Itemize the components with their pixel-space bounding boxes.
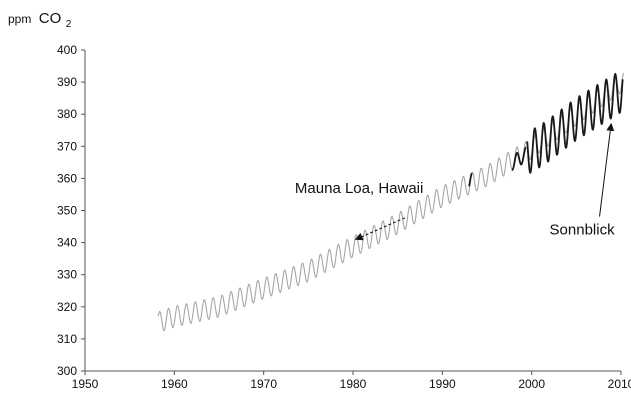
series-line-sonnblick-1: [468, 172, 473, 187]
y-tick-label: 330: [57, 268, 77, 282]
y-tick-label: 340: [57, 236, 77, 250]
x-tick-label: 1960: [161, 377, 188, 391]
y-tick-label: 370: [57, 139, 77, 153]
y-tick-label: 300: [57, 364, 77, 378]
y-tick-label: 360: [57, 171, 77, 185]
x-tick-label: 1980: [340, 377, 367, 391]
y-axis-unit-prefix: ppm: [8, 12, 31, 26]
annotation-arrow-sonnblick: [599, 122, 615, 217]
y-tick-label: 310: [57, 332, 77, 346]
annotation-layer: Mauna Loa, Hawaii Sonnblick: [295, 122, 616, 241]
annotation-arrow-mauna-loa: [354, 217, 406, 241]
x-tick-label: 2000: [518, 377, 545, 391]
y-tick-label: 350: [57, 204, 77, 218]
y-tick-label: 380: [57, 107, 77, 121]
y-axis-unit-subscript: 2: [66, 19, 72, 30]
axes: 300 310 320 330 340 350 360 370 380 390 400 1950 196…: [57, 43, 631, 391]
annotation-mauna-loa: Mauna Loa, Hawaii: [295, 180, 423, 197]
series-line-sonnblick-3: [526, 72, 624, 174]
y-axis-unit-main: CO: [39, 10, 62, 27]
y-tick-label: 320: [57, 300, 77, 314]
x-tick-label: 2010: [608, 377, 631, 391]
series-layer: [157, 72, 625, 332]
y-axis-unit-label: ppm CO 2: [8, 10, 72, 30]
x-tick-label: 1950: [72, 377, 99, 391]
series-line-sonnblick-2: [511, 146, 527, 171]
series-line-mauna-loa: [157, 72, 625, 332]
x-tick-label: 1990: [429, 377, 456, 391]
y-tick-label: 400: [57, 43, 77, 57]
y-tick-label: 390: [57, 75, 77, 89]
x-tick-label: 1970: [250, 377, 277, 391]
annotation-sonnblick: Sonnblick: [550, 222, 616, 239]
